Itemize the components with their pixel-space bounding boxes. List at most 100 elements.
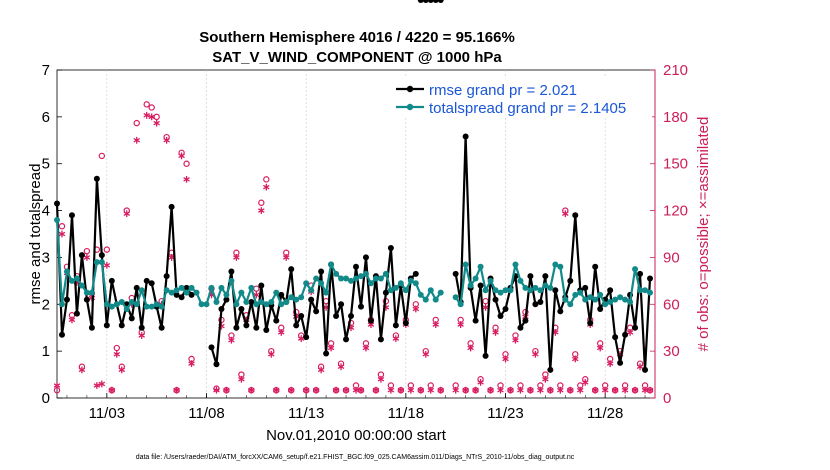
y-tick-label-right: 0 xyxy=(663,390,671,407)
totalspread-point xyxy=(617,294,624,301)
totalspread-point xyxy=(607,298,614,305)
totalspread-point xyxy=(193,289,200,296)
y-tick-label-left: 7 xyxy=(42,62,50,79)
x-tick-label: 11/23 xyxy=(487,405,523,422)
y-tick-label-right: 210 xyxy=(663,62,688,79)
y-tick-label-left: 6 xyxy=(42,109,50,126)
totalspread-point xyxy=(213,298,220,305)
rmse-point xyxy=(293,322,300,329)
asterisk-stroke xyxy=(606,361,614,366)
rmse-point xyxy=(148,280,155,287)
rmse-point xyxy=(647,275,654,282)
asterisk-stroke xyxy=(357,387,365,393)
y-tick-label-left: 2 xyxy=(42,296,50,313)
totalspread-point xyxy=(542,282,549,289)
totalspread-point xyxy=(422,296,429,303)
totalspread-point xyxy=(283,298,290,305)
obs-assimilated-marker xyxy=(457,321,464,328)
totalspread-point xyxy=(597,291,604,298)
x-tick-label: 11/28 xyxy=(587,405,623,422)
asterisk-stroke xyxy=(153,120,160,126)
rmse-point xyxy=(357,303,364,310)
rmse-point xyxy=(477,282,484,289)
totalspread-point xyxy=(103,301,110,308)
asterisk-stroke xyxy=(143,113,150,118)
legend-spread-label: totalspread grand pr = 2.1405 xyxy=(429,100,626,117)
asterisk-stroke xyxy=(591,387,599,393)
legend-rmse-label: rmse grand pr = 2.021 xyxy=(429,82,577,99)
obs-assimilated-marker xyxy=(372,386,380,394)
obs-assimilated-marker xyxy=(258,207,265,214)
y-tick-label-right: 180 xyxy=(663,109,688,126)
totalspread-point xyxy=(417,291,424,298)
totalspread-point xyxy=(54,216,60,223)
y-axis-label-right: # of obs: o=possible; ×=assimilated xyxy=(695,117,712,352)
obs-assimilated-marker xyxy=(327,344,335,352)
totalspread-point xyxy=(402,287,409,294)
asterisk-stroke xyxy=(631,387,639,393)
asterisk-stroke xyxy=(407,387,415,393)
obs-assimilated-marker xyxy=(542,375,549,383)
obs-assimilated-marker xyxy=(621,386,629,394)
obs-assimilated-marker xyxy=(118,366,126,374)
rmse-point xyxy=(412,270,419,277)
rmse-point xyxy=(223,296,230,303)
asterisk-stroke xyxy=(567,387,574,393)
obs-assimilated-marker xyxy=(332,386,340,394)
asterisk-stroke xyxy=(163,138,170,143)
obs-possible-marker xyxy=(183,160,190,167)
rmse-point xyxy=(278,291,285,298)
obs-assimilated-marker xyxy=(377,375,385,383)
rmse-point xyxy=(597,305,604,312)
rmse-point xyxy=(73,310,80,317)
obs-possible-marker xyxy=(133,119,140,127)
legend: rmse grand pr = 2.021 totalspread grand … xyxy=(390,76,652,118)
asterisk-stroke xyxy=(297,336,305,341)
asterisk-stroke xyxy=(138,333,145,338)
obs-assimilated-marker xyxy=(581,378,589,386)
totalspread-point xyxy=(108,303,115,310)
rmse-point xyxy=(392,322,399,329)
obs-assimilated-marker xyxy=(357,386,365,394)
obs-assimilated-marker xyxy=(601,386,609,394)
asterisk-stroke xyxy=(78,367,86,373)
rmse-point xyxy=(333,313,340,319)
totalspread-point xyxy=(153,301,160,308)
obs-assimilated-marker xyxy=(78,366,86,374)
totalspread-point xyxy=(228,277,235,284)
obs-assimilated-marker xyxy=(527,386,534,394)
totalspread-point xyxy=(647,289,654,296)
rmse-point xyxy=(452,270,459,277)
obs-assimilated-marker xyxy=(472,386,479,394)
obs-assimilated-marker xyxy=(337,363,345,371)
y-tick-label-left: 0 xyxy=(42,390,50,407)
obs-possible-marker xyxy=(113,344,121,352)
totalspread-point xyxy=(173,287,180,294)
rmse-point xyxy=(238,305,245,312)
asterisk-stroke xyxy=(312,387,320,393)
obs-assimilated-marker xyxy=(467,344,474,352)
obs-assimilated-marker xyxy=(517,386,524,394)
totalspread-point xyxy=(622,296,629,303)
totalspread-point xyxy=(83,289,90,296)
totalspread-point xyxy=(487,277,494,284)
y-tick-label-right: 120 xyxy=(663,203,688,220)
asterisk-stroke xyxy=(178,153,185,159)
obs-assimilated-marker xyxy=(148,113,155,121)
totalspread-point xyxy=(362,270,369,277)
obs-assimilated-marker xyxy=(188,360,195,368)
y-tick-label-right: 150 xyxy=(663,156,688,173)
rmse-point xyxy=(68,212,75,219)
y-tick-label-left: 5 xyxy=(42,156,50,173)
asterisk-stroke xyxy=(248,387,255,393)
rmse-point xyxy=(103,322,110,329)
totalspread-point xyxy=(517,277,524,284)
totalspread-point xyxy=(472,275,479,282)
totalspread-point xyxy=(163,287,170,294)
obs-assimilated-marker xyxy=(422,350,430,358)
asterisk-stroke xyxy=(626,330,634,335)
rmse-point xyxy=(552,287,559,294)
totalspread-point xyxy=(577,289,584,296)
asterisk-stroke xyxy=(302,387,310,393)
